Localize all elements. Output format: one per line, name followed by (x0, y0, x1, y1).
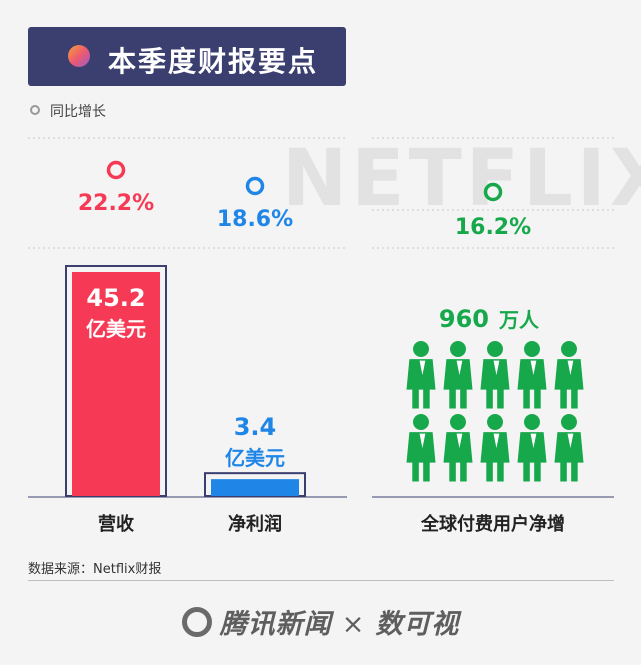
growth-indicators: 22.2% 18.6% 16.2% (78, 160, 531, 240)
growth-label: 18.6% (217, 207, 293, 232)
person-icon (480, 341, 510, 409)
watermark: NETFLIX (282, 134, 641, 224)
partner-name: 数可视 (375, 609, 460, 640)
gridlines (28, 137, 614, 249)
brand-separator: × (341, 609, 366, 640)
person-icon (554, 341, 584, 409)
people-icons (406, 341, 584, 482)
person-icon (406, 414, 436, 482)
category-label: 营收 (98, 513, 134, 535)
person-icon (443, 341, 473, 409)
person-icon (554, 414, 584, 482)
bar-value-label: 3.4 (234, 413, 277, 441)
bars (65, 265, 306, 498)
chart: NETFLIX 45.2 亿美元 3.4 亿美元 960 万人 22.2% 18.6% 16.… (28, 134, 641, 535)
divider (28, 580, 614, 581)
bar (72, 272, 160, 496)
growth-label: 16.2% (455, 215, 531, 240)
person-icon (406, 341, 436, 409)
ring-icon (483, 182, 503, 202)
title-banner: 本季度财报要点 (28, 27, 346, 86)
value-labels: 45.2 亿美元 3.4 亿美元 960 万人 (86, 284, 540, 470)
person-icon (517, 414, 547, 482)
category-label: 净利润 (228, 513, 282, 535)
ring-icon (30, 105, 40, 115)
growth-label: 22.2% (78, 191, 154, 216)
source-note: 数据来源：Netflix财报 (28, 562, 162, 577)
bar-unit-label: 亿美元 (86, 317, 146, 341)
category-labels: 营收 净利润 全球付费用户净增 (98, 513, 565, 535)
gradient-dot-icon (68, 45, 90, 67)
brand-name: 腾讯新闻 (219, 609, 332, 640)
subscriber-unit-label: 万人 (498, 308, 540, 332)
ring-icon (106, 160, 126, 180)
ring-icon (245, 176, 265, 196)
legend-label: 同比增长 (50, 104, 106, 120)
subscriber-value-label: 960 (439, 305, 489, 333)
category-label: 全球付费用户净增 (420, 513, 565, 535)
person-icon (443, 414, 473, 482)
person-icon (480, 414, 510, 482)
bar-value-label: 45.2 (86, 284, 145, 312)
page-title: 本季度财报要点 (108, 45, 319, 78)
person-icon (517, 341, 547, 409)
bar (211, 479, 299, 496)
footer-brand: 腾讯新闻 × 数可视 (0, 602, 641, 641)
tencent-news-logo-icon (181, 607, 212, 637)
bar-unit-label: 亿美元 (225, 446, 285, 470)
